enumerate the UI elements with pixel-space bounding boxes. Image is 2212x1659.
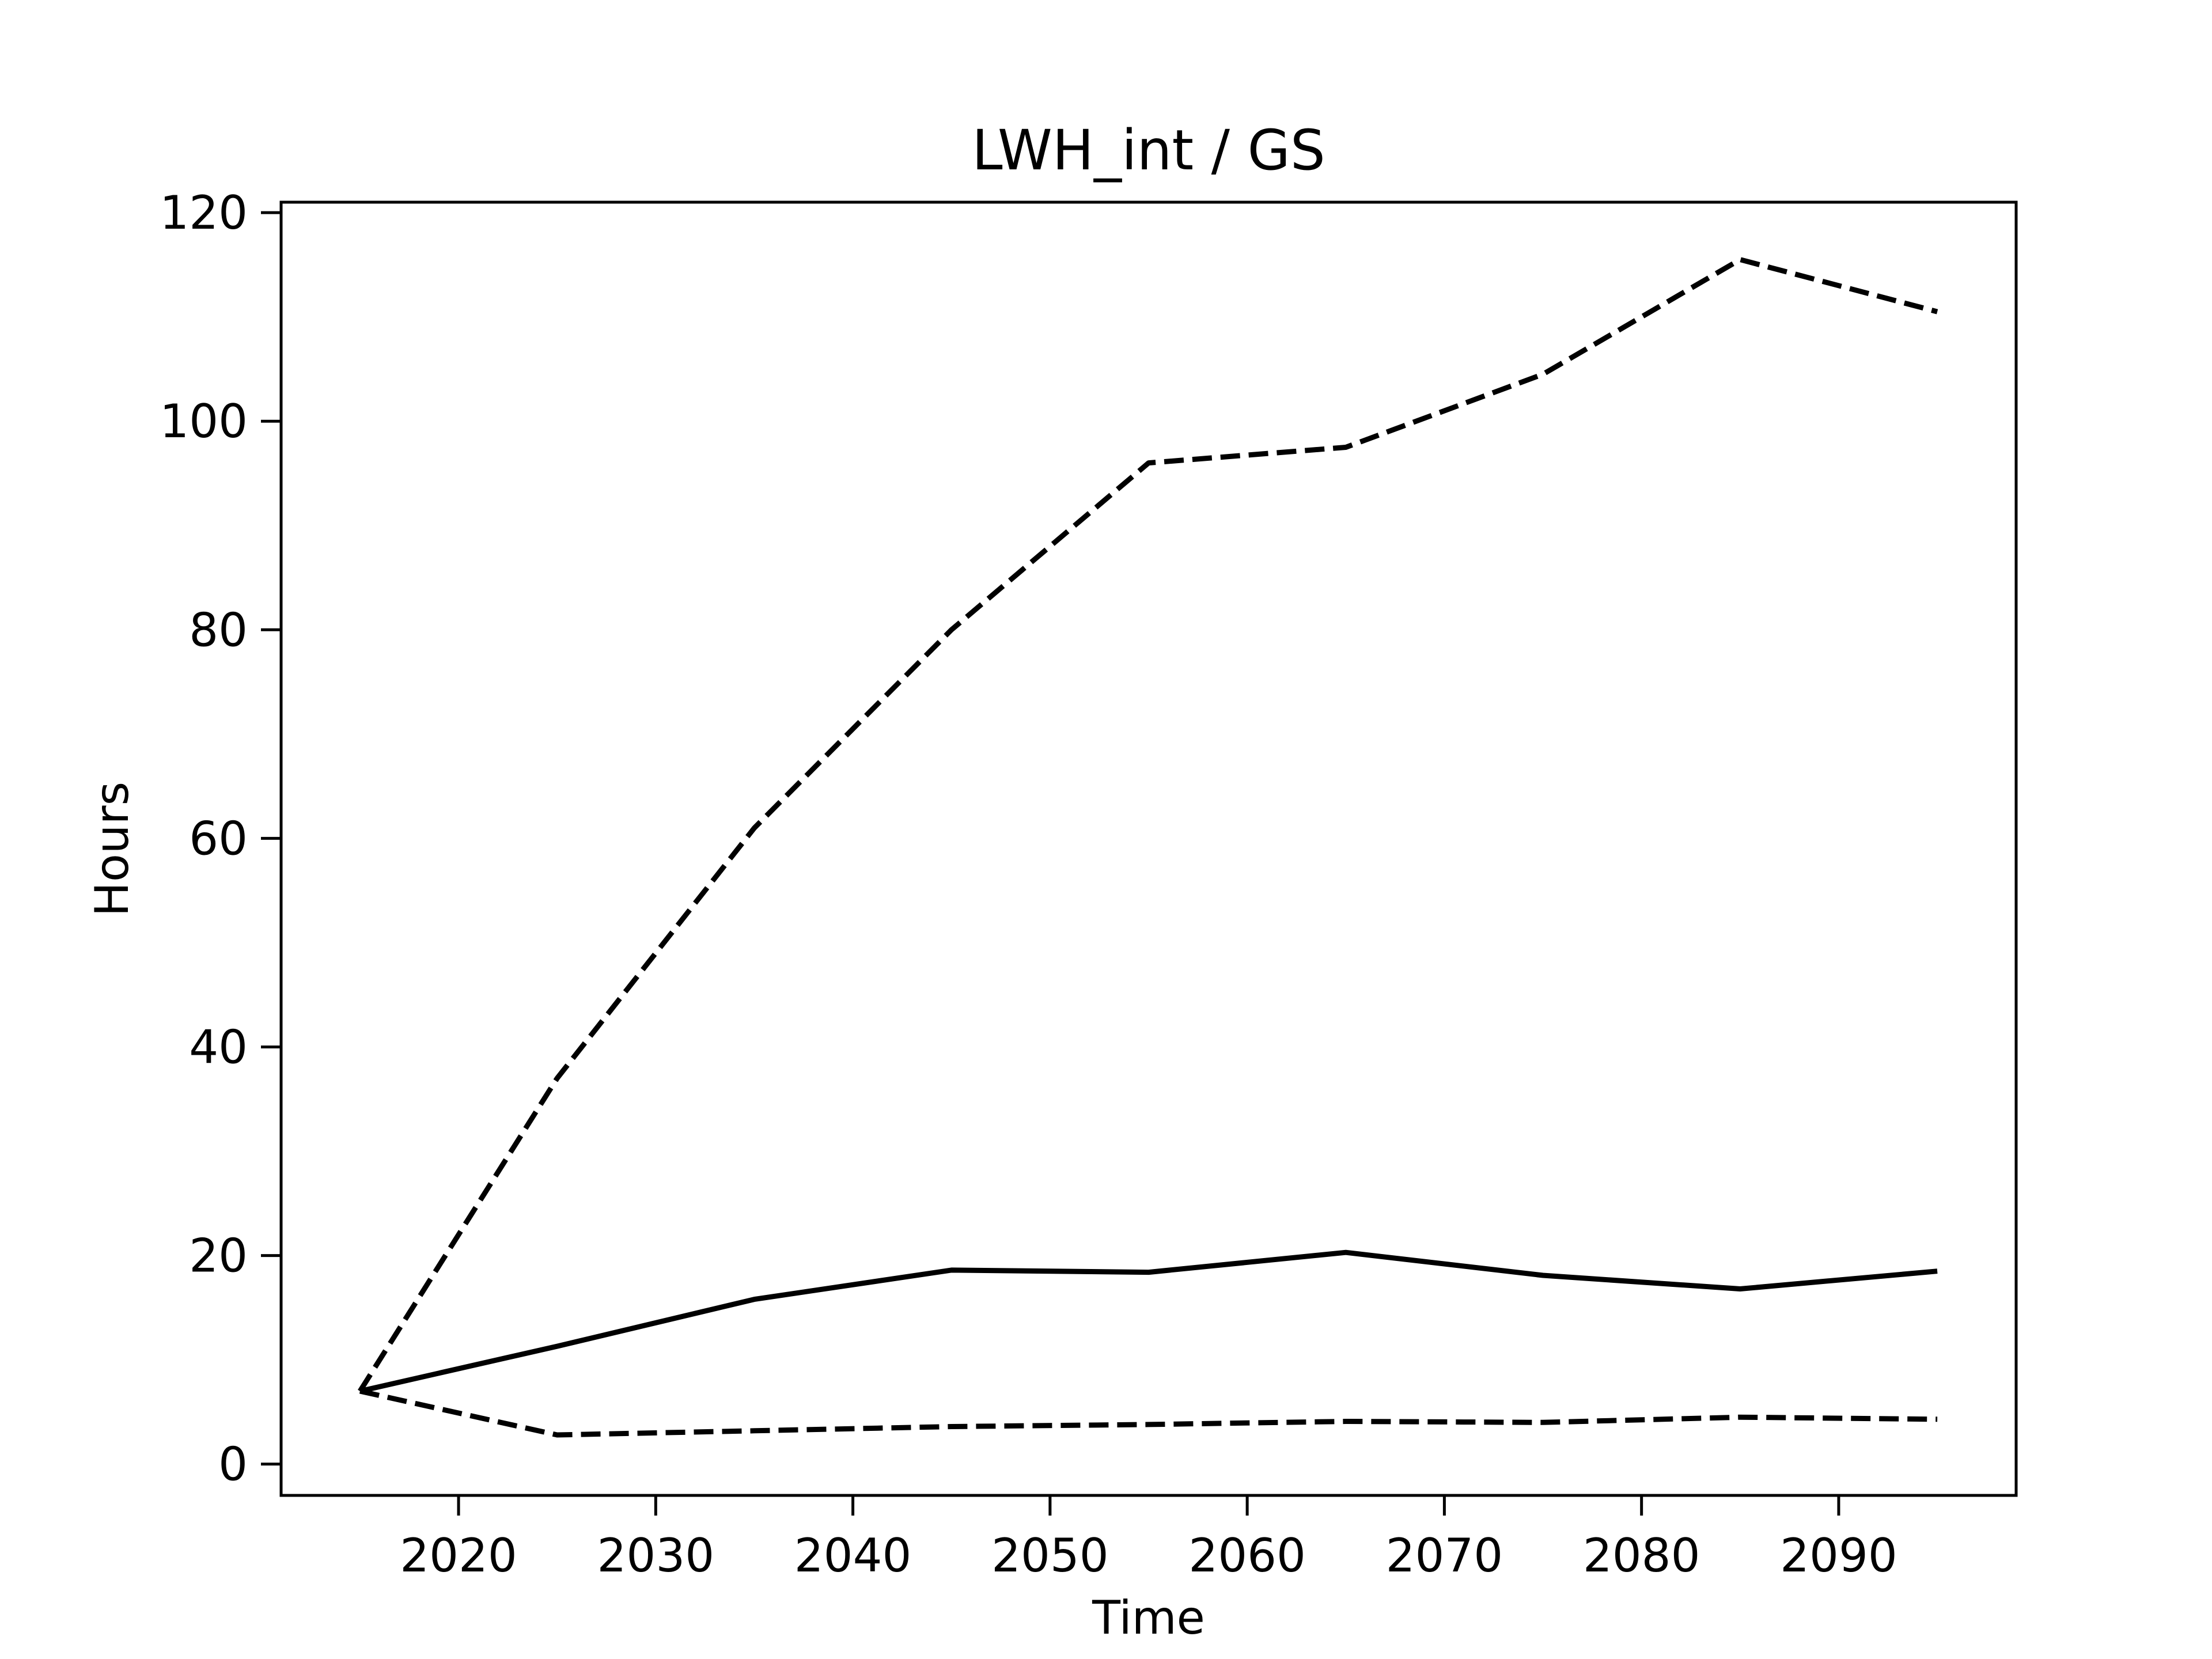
x-axis-label: Time — [1092, 1591, 1205, 1645]
y-tick-label: 100 — [160, 395, 248, 448]
y-tick-label: 0 — [218, 1438, 248, 1491]
x-tick-label: 2070 — [1386, 1529, 1503, 1582]
series-layer — [358, 257, 1938, 1438]
x-tick-label: 2040 — [794, 1529, 912, 1582]
axes-layer: 2020 2030 2040 2050 2060 2070 2080 209002040608… — [160, 186, 1897, 1582]
x-tick-label: 2090 — [1780, 1529, 1897, 1582]
y-axis-label: Hours — [85, 782, 139, 916]
x-tick-label: 2020 — [400, 1529, 517, 1582]
upper-bound-line — [358, 257, 1938, 1393]
y-tick-label: 80 — [189, 603, 248, 657]
y-tick-label: 60 — [189, 812, 248, 865]
y-tick-label: 120 — [160, 186, 248, 240]
x-tick-label: 2050 — [991, 1529, 1109, 1582]
y-tick-label: 20 — [189, 1229, 248, 1283]
median-line — [359, 1249, 1938, 1394]
plot-frame — [279, 200, 2018, 1497]
x-tick-label: 2080 — [1583, 1529, 1700, 1582]
chart-title: LWH_int / GS — [972, 118, 1325, 183]
x-tick-label: 2060 — [1188, 1529, 1306, 1582]
y-tick-label: 40 — [189, 1020, 248, 1074]
x-tick-label: 2030 — [597, 1529, 715, 1582]
lower-bound-line — [359, 1388, 1938, 1438]
